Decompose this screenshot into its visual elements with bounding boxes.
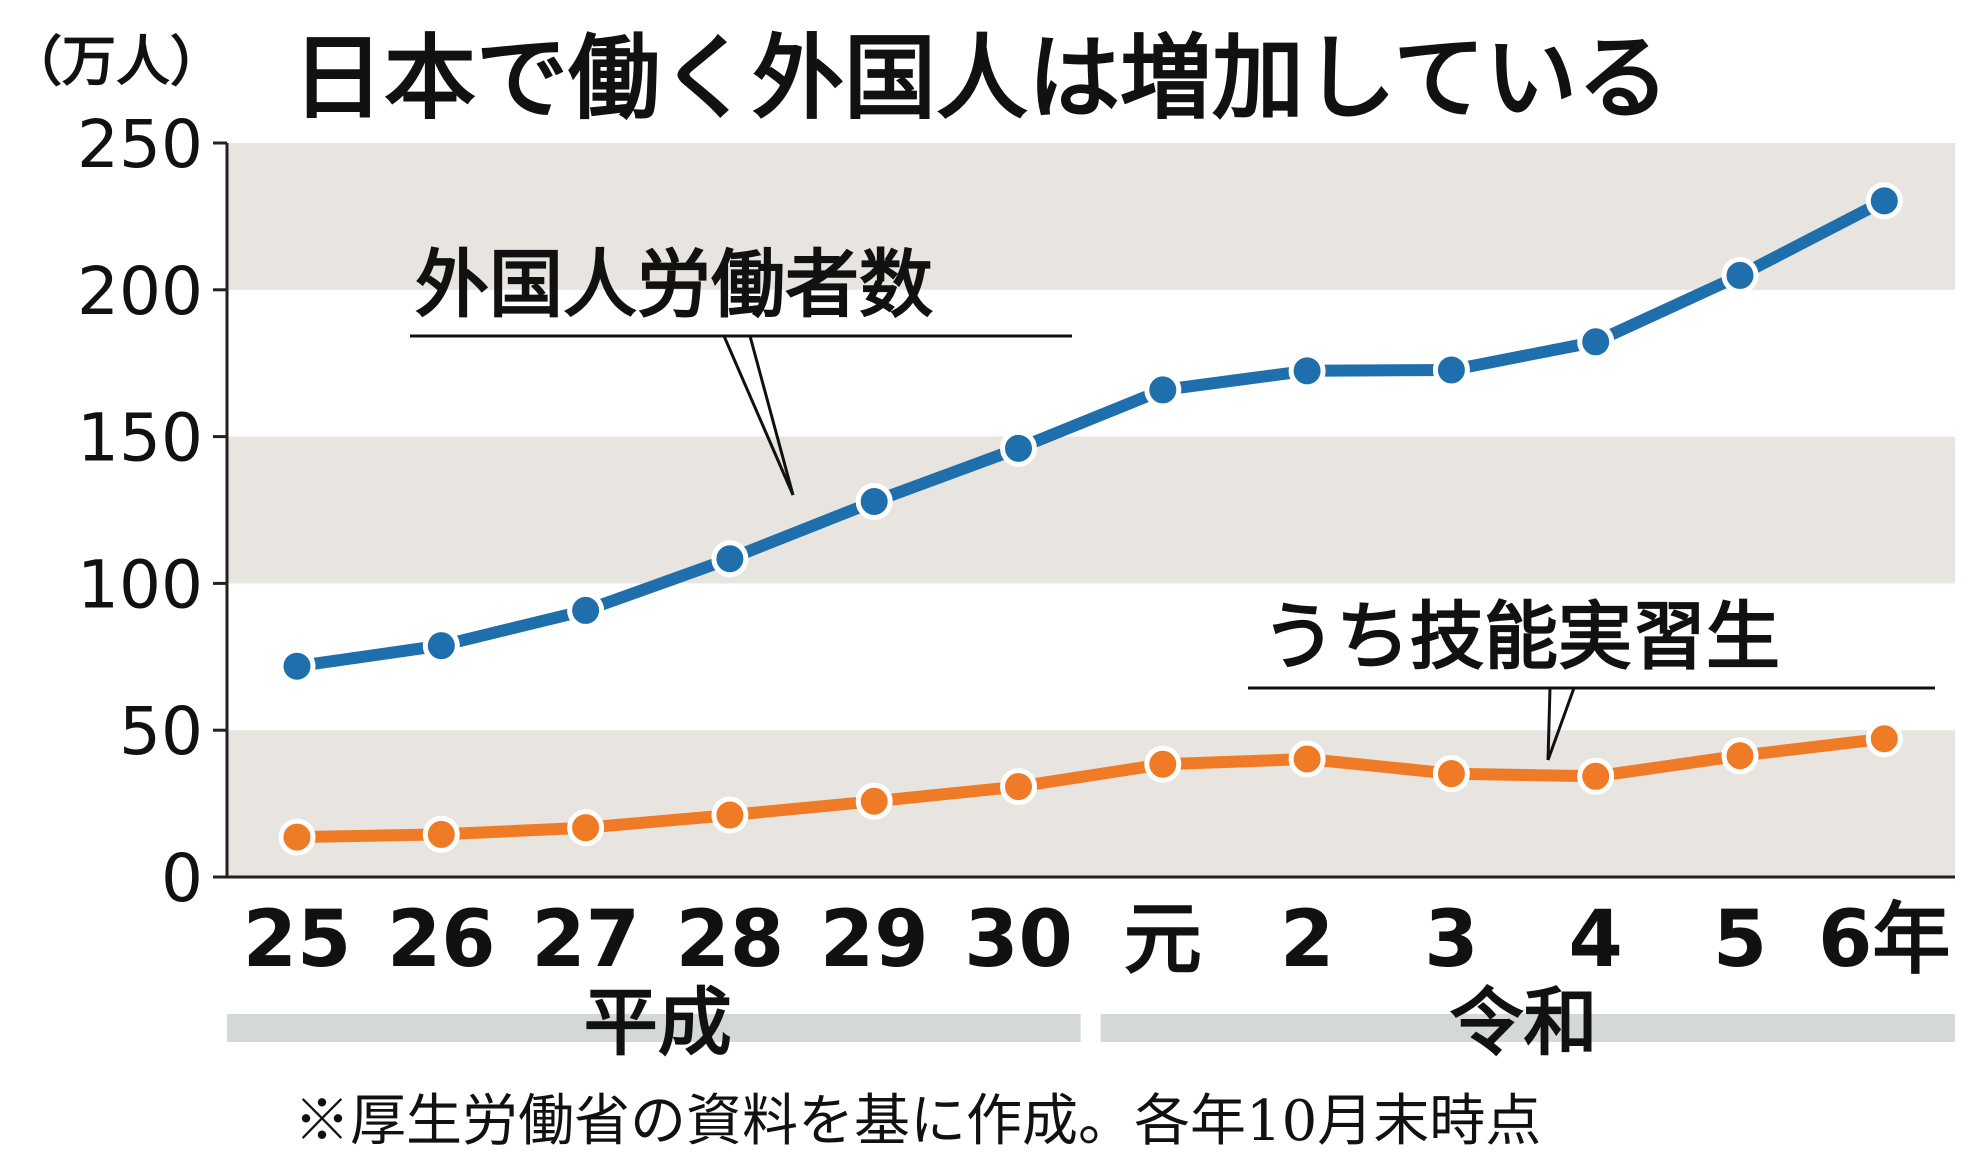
series-line-0 — [296, 195, 1888, 673]
data-point — [1144, 745, 1182, 783]
callout-pointer — [1546, 687, 1576, 761]
era-label: 平成 — [584, 980, 732, 1066]
x-tick-label: 26 — [387, 895, 496, 985]
callout-pointer — [748, 335, 795, 496]
x-tick-label: 29 — [820, 895, 929, 985]
callout-pointer — [722, 335, 795, 496]
data-point — [855, 482, 893, 520]
y-axis — [213, 141, 1955, 879]
series-lines — [296, 195, 1888, 844]
y-tick-label: 0 — [161, 840, 203, 917]
x-tick-label: 25 — [243, 895, 352, 985]
x-tick-label: 28 — [676, 895, 785, 985]
data-point — [1721, 737, 1759, 775]
data-point — [422, 815, 460, 853]
y-tick-label: 50 — [119, 693, 203, 770]
data-point — [567, 591, 605, 629]
unit-label: （万人） — [8, 30, 224, 93]
series-label-trainees: うち技能実習生 — [1262, 594, 1780, 680]
data-point — [1432, 755, 1470, 793]
chart-title: 日本で働く外国人は増加している — [292, 25, 1669, 132]
callout-pointer — [1546, 687, 1552, 761]
x-tick-label: 6年 — [1818, 895, 1950, 985]
footnote: ※厚生労働省の資料を基に作成。各年10月末時点 — [294, 1089, 1541, 1154]
data-point — [422, 627, 460, 665]
data-point — [278, 647, 316, 685]
x-tick-label: 4 — [1569, 895, 1623, 985]
series-line-1 — [296, 732, 1886, 844]
data-point — [711, 796, 749, 834]
grid-band — [227, 730, 1955, 877]
data-point — [567, 809, 605, 847]
data-point — [1721, 256, 1759, 294]
x-tick-labels: 25 26 27 28 29 30 元 2 3 4 5 6年 — [243, 895, 1951, 985]
data-point — [1288, 740, 1326, 778]
data-point — [1865, 182, 1903, 220]
x-tick-label: 3 — [1424, 895, 1478, 985]
grid-band — [227, 143, 1955, 290]
y-tick-label: 100 — [77, 546, 203, 623]
data-points — [278, 182, 1903, 856]
data-point — [1577, 757, 1615, 795]
y-tick-label: 200 — [77, 253, 203, 330]
grid-bands — [227, 143, 1955, 877]
y-tick-labels: 0 50 100 150 200 250 — [77, 106, 203, 917]
data-point — [1432, 351, 1470, 389]
series-label-foreign-workers: 外国人労働者数 — [415, 242, 933, 328]
data-point — [1144, 371, 1182, 409]
era-labels: 平成 令和 — [227, 980, 1955, 1066]
data-point — [1577, 323, 1615, 361]
x-tick-label: 30 — [964, 895, 1073, 985]
y-tick-label: 150 — [77, 400, 203, 477]
data-point — [855, 782, 893, 820]
series-callouts — [410, 334, 1935, 761]
grid-band — [227, 436, 1955, 584]
y-tick-label: 250 — [77, 106, 203, 183]
era-bar — [227, 1014, 1081, 1042]
era-label: 令和 — [1450, 980, 1598, 1066]
x-tick-label: 5 — [1713, 895, 1767, 985]
data-point — [1000, 768, 1037, 806]
x-tick-label: 2 — [1280, 895, 1334, 985]
data-point — [1000, 429, 1037, 467]
data-point — [1288, 352, 1326, 390]
x-tick-label: 元 — [1124, 895, 1202, 985]
data-point — [711, 540, 749, 578]
data-point — [278, 818, 316, 856]
era-bar — [1100, 1014, 1955, 1042]
x-tick-label: 27 — [531, 895, 640, 985]
data-point — [1865, 720, 1903, 758]
